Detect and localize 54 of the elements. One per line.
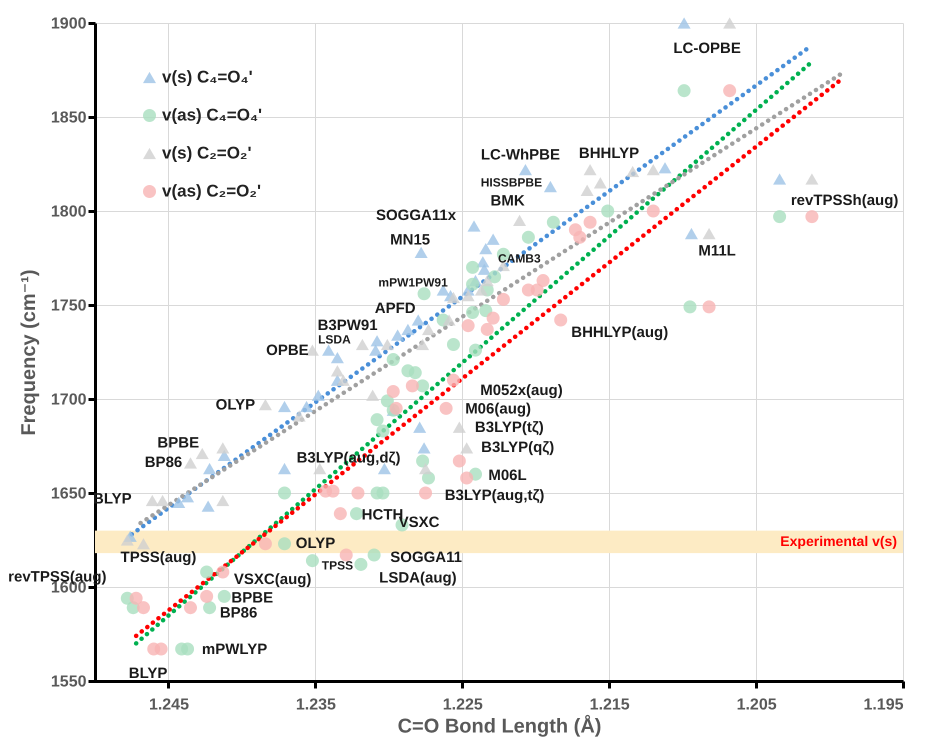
annotation: LC-WhPBE (480, 146, 560, 164)
x-tick-label: 1.235 (296, 696, 336, 714)
legend-label: v(as) C₄=O₄' (162, 106, 262, 124)
x-tick-label: 1.225 (442, 696, 483, 714)
annotation: revTPSSh(aug) (790, 192, 898, 210)
annotation: LSDA (318, 332, 352, 347)
y-tick-label: 1700 (50, 392, 87, 408)
annotation: BPBE (157, 434, 200, 452)
legend-label: v(s) C₄=O₄' (162, 68, 253, 86)
annotation: B3PW91 (318, 317, 378, 334)
x-tick-label: 1.205 (736, 696, 777, 714)
annotation: M06L (488, 467, 527, 484)
annotation: BP86 (220, 604, 258, 622)
annotation: mPW1PW91 (378, 276, 448, 290)
annotation: TPSS (322, 558, 354, 573)
legend-label: v(s) C₂=O₂' (162, 144, 252, 162)
annotation: OLYP (216, 396, 256, 414)
legend-label: v(as) C₂=O₂' (162, 182, 261, 200)
x-axis-title: C=O Bond Length (Å) (398, 714, 602, 738)
annotation: BMK (490, 192, 525, 210)
annotation: APFD (374, 300, 416, 318)
annotation: mPWLYP (202, 641, 268, 658)
annotation: BHHLYP(aug) (571, 324, 668, 342)
annotation: B3LYP(tζ) (474, 419, 544, 436)
annotation: VSXC(aug) (234, 570, 312, 588)
y-tick-label: 1850 (50, 110, 87, 126)
annotation: SOGGA11x (376, 207, 457, 224)
annotation: BPBE (231, 589, 274, 606)
y-axis-title: Frequency (cm⁻¹) (18, 269, 40, 436)
annotation: M11L (698, 242, 736, 260)
band-label: Experimental v(s) (780, 532, 897, 549)
annotation: B3LYP(qζ) (481, 438, 554, 456)
annotation: TPSS(aug) (120, 548, 196, 566)
annotation: MN15 (390, 231, 430, 248)
x-tick-label: 1.195 (863, 696, 904, 714)
annotation: OPBE (266, 342, 309, 360)
annotation: SOGGA11 (390, 549, 462, 566)
y-tick-label: 1650 (50, 486, 87, 502)
annotation: BP86 (144, 454, 182, 471)
y-tick-label: 1800 (50, 204, 87, 220)
x-tick-label: 1.245 (148, 696, 190, 714)
annotation: BHHLYP (578, 144, 640, 162)
annotation: HISSBPBE (480, 176, 542, 190)
annotation: BLYP (128, 665, 168, 682)
y-tick-label: 1900 (50, 16, 87, 32)
x-tick-label: 1.215 (590, 696, 630, 714)
annotation: LSDA(aug) (379, 569, 457, 586)
annotation: OLYP (296, 534, 336, 552)
annotation: B3LYP(aug,tζ) (444, 487, 544, 504)
annotation: LC-OPBE (673, 40, 741, 57)
annotation: M06(aug) (465, 400, 532, 418)
y-tick-label: 1550 (50, 674, 87, 690)
annotation: M052x(aug) (480, 382, 563, 400)
y-tick-label: 1750 (50, 298, 87, 314)
